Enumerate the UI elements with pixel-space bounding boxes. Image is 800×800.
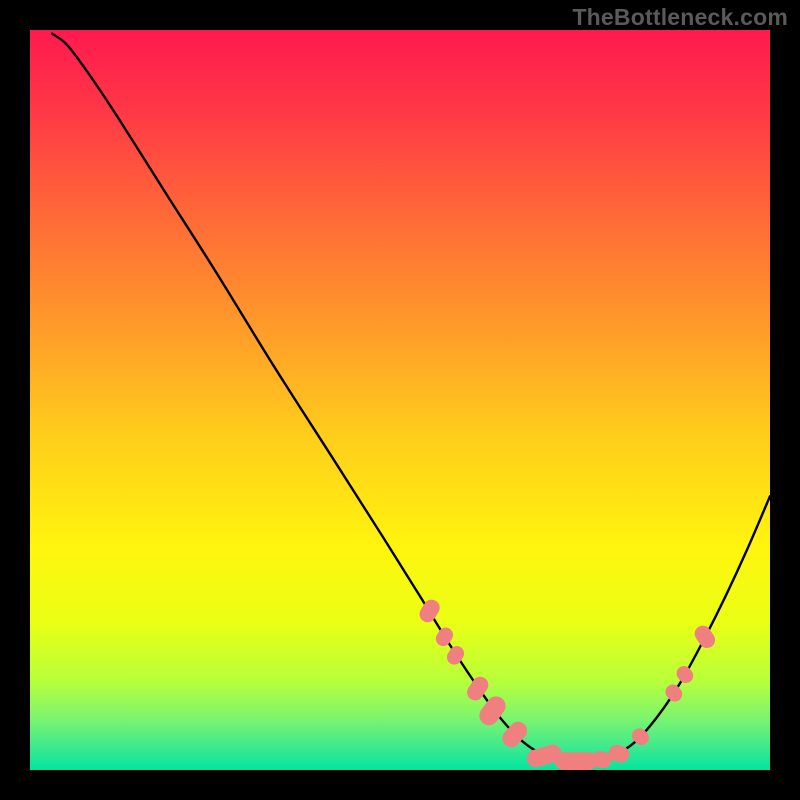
chart-background bbox=[30, 30, 770, 770]
plot-area bbox=[30, 30, 770, 770]
watermark-text: TheBottleneck.com bbox=[572, 4, 788, 31]
bottleneck-chart bbox=[30, 30, 770, 770]
chart-frame: TheBottleneck.com bbox=[0, 0, 800, 800]
